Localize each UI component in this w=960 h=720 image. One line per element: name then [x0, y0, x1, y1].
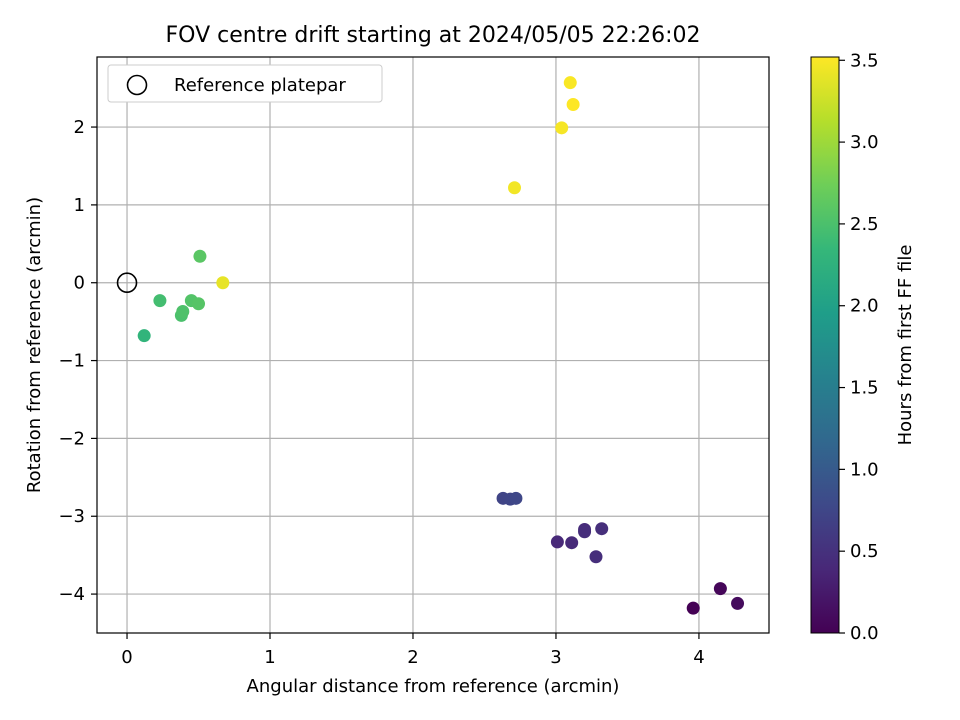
- y-axis-ticks: −4 −3 −2 −1 0 1 2: [58, 117, 97, 605]
- y-tick-label: 2: [74, 117, 85, 138]
- reference-platepar-marker: [116, 272, 138, 294]
- data-point: [216, 276, 230, 290]
- legend-box: [107, 64, 383, 103]
- legend-label: Reference platepar: [174, 75, 346, 96]
- legend: Reference platepar: [107, 64, 383, 103]
- colorbar-tick-label: 3.0: [850, 132, 879, 153]
- x-tick-label: 3: [550, 647, 561, 668]
- grid-lines: [97, 57, 769, 633]
- colorbar-tick-label: 1.0: [850, 459, 879, 480]
- y-tick-label: 0: [74, 273, 85, 294]
- legend-hollow-circle-icon: [126, 74, 148, 96]
- colorbar-tick-label: 2.5: [850, 214, 879, 235]
- data-point: [565, 536, 579, 550]
- data-point: [563, 76, 577, 90]
- data-point: [507, 181, 521, 195]
- data-point: [595, 522, 609, 536]
- colorbar-tick-label: 2.0: [850, 296, 879, 317]
- x-axis-label: Angular distance from reference (arcmin): [247, 676, 620, 697]
- colorbar-tick-label: 1.5: [850, 378, 879, 399]
- data-point: [731, 596, 745, 610]
- y-tick-label: 1: [74, 195, 85, 216]
- chart-title: FOV centre drift starting at 2024/05/05 …: [166, 23, 701, 48]
- colorbar-tick-label: 0.5: [850, 541, 879, 562]
- data-point: [193, 249, 207, 263]
- y-axis-label: Rotation from reference (arcmin): [24, 197, 45, 493]
- y-tick-label: −4: [58, 584, 85, 605]
- colorbar: 0.0 0.5 1.0 1.5 2.0 2.5 3.0 3.5 Hours from firs…: [810, 50, 916, 644]
- colorbar-label: Hours from first FF file: [895, 245, 916, 446]
- y-tick-label: −3: [58, 506, 85, 527]
- data-point: [713, 582, 727, 596]
- colorbar-tick-label: 3.5: [850, 50, 879, 71]
- data-point: [176, 305, 190, 319]
- data-point: [686, 601, 700, 615]
- colorbar-gradient: [810, 56, 840, 634]
- x-tick-label: 0: [121, 647, 132, 668]
- data-point: [555, 121, 569, 135]
- data-point: [509, 491, 523, 505]
- y-tick-label: −1: [58, 351, 85, 372]
- y-tick-label: −2: [58, 428, 85, 449]
- plot-area-frame: [96, 56, 770, 634]
- data-point: [153, 294, 167, 308]
- data-point: [137, 329, 151, 343]
- x-tick-label: 2: [407, 647, 418, 668]
- x-tick-label: 4: [693, 647, 704, 668]
- data-point: [578, 525, 592, 539]
- data-point: [566, 97, 580, 111]
- data-points: [137, 76, 745, 615]
- colorbar-tick-label: 0.0: [850, 623, 879, 644]
- x-axis-ticks: 0 1 2 3 4: [121, 633, 705, 668]
- data-point: [192, 297, 206, 311]
- x-tick-label: 1: [264, 647, 275, 668]
- colorbar-ticks: 0.0 0.5 1.0 1.5 2.0 2.5 3.0 3.5: [839, 50, 879, 644]
- data-point: [589, 550, 603, 564]
- data-point: [550, 535, 564, 549]
